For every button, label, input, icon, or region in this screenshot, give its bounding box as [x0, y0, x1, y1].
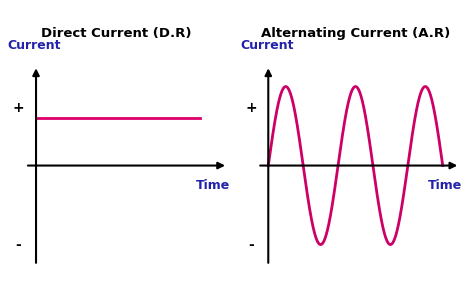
- Text: Direct Current (D.R): Direct Current (D.R): [41, 26, 191, 40]
- Text: +: +: [245, 101, 256, 115]
- Text: Time: Time: [428, 179, 462, 192]
- Text: -: -: [248, 237, 254, 252]
- Text: Current: Current: [8, 39, 61, 52]
- Text: Alternating Current (A.R): Alternating Current (A.R): [261, 26, 450, 40]
- Text: +: +: [13, 101, 24, 115]
- Text: -: -: [16, 237, 21, 252]
- Text: Current: Current: [240, 39, 293, 52]
- Text: Time: Time: [196, 179, 230, 192]
